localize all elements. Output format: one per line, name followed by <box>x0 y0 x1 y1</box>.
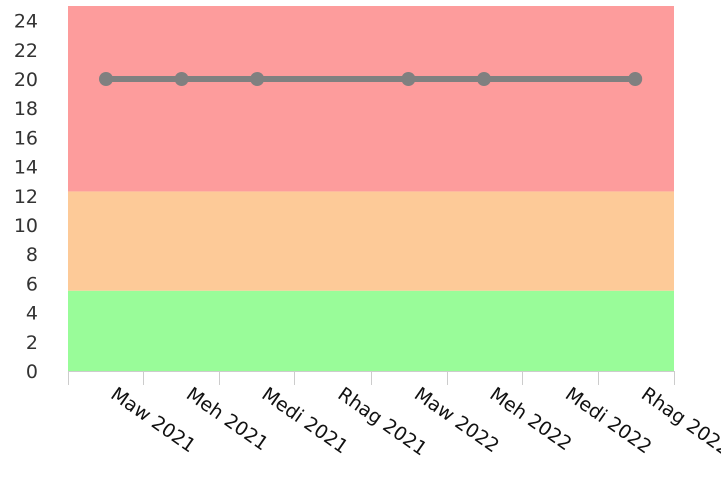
band-1 <box>68 191 674 291</box>
x-tick-label-7: Rhag 2022 <box>637 383 721 460</box>
y-tick-label-20: 20 <box>14 69 38 91</box>
x-tick-label-0: Maw 2021 <box>107 383 200 457</box>
band-0 <box>68 290 674 371</box>
y-tick-label-16: 16 <box>14 127 38 149</box>
y-tick-label-10: 10 <box>14 215 38 237</box>
y-tick-label-24: 24 <box>14 11 38 33</box>
series-point-1 <box>174 72 189 86</box>
y-tick-label-4: 4 <box>26 303 38 325</box>
background-bands <box>68 6 674 371</box>
series-point-2 <box>250 72 265 86</box>
series-point-3 <box>401 72 416 86</box>
y-tick-label-8: 8 <box>26 244 38 266</box>
series-point-5 <box>628 72 643 86</box>
band-2 <box>68 6 674 192</box>
y-tick-label-0: 0 <box>26 361 38 383</box>
y-tick-label-6: 6 <box>26 273 38 295</box>
y-tick-label-12: 12 <box>14 186 38 208</box>
y-tick-label-18: 18 <box>14 98 38 120</box>
y-tick-label-22: 22 <box>14 40 38 62</box>
series-layer <box>99 72 643 86</box>
axes <box>68 371 675 385</box>
y-tick-label-2: 2 <box>26 332 38 354</box>
y-tick-label-14: 14 <box>14 157 38 179</box>
series-point-4 <box>477 72 491 86</box>
series-point-0 <box>99 72 113 86</box>
